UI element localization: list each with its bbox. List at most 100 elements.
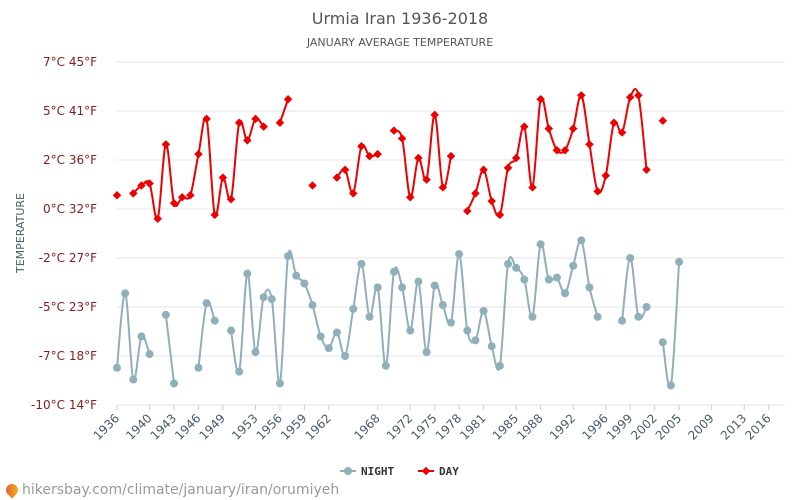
- night-data-point[interactable]: [365, 312, 374, 321]
- day-data-point[interactable]: [349, 189, 358, 198]
- day-data-point[interactable]: [234, 118, 244, 128]
- day-data-point[interactable]: [112, 191, 122, 200]
- night-data-point[interactable]: [349, 304, 358, 313]
- night-data-point[interactable]: [398, 283, 407, 292]
- day-data-point[interactable]: [389, 126, 399, 135]
- night-data-point[interactable]: [414, 277, 423, 286]
- day-data-point[interactable]: [153, 214, 162, 224]
- night-data-point[interactable]: [642, 303, 651, 311]
- legend-day[interactable]: DAY: [418, 465, 459, 478]
- night-data-point[interactable]: [528, 312, 537, 321]
- night-data-point[interactable]: [552, 273, 561, 282]
- day-data-point[interactable]: [169, 198, 179, 208]
- night-data-point[interactable]: [324, 344, 333, 353]
- night-data-point[interactable]: [626, 254, 635, 262]
- day-data-point[interactable]: [177, 192, 187, 202]
- day-data-point[interactable]: [161, 140, 171, 149]
- night-data-point[interactable]: [243, 269, 252, 278]
- day-data-point[interactable]: [202, 114, 211, 124]
- day-data-point[interactable]: [186, 191, 195, 200]
- night-data-point[interactable]: [308, 301, 317, 310]
- night-data-point[interactable]: [422, 348, 431, 357]
- day-data-point[interactable]: [414, 153, 423, 163]
- day-data-point[interactable]: [365, 151, 374, 161]
- night-data-point[interactable]: [618, 316, 627, 325]
- night-data-point[interactable]: [259, 293, 268, 302]
- night-data-point[interactable]: [389, 267, 398, 276]
- night-data-point[interactable]: [145, 350, 154, 359]
- day-data-point[interactable]: [129, 189, 138, 198]
- night-data-point[interactable]: [504, 259, 513, 268]
- night-data-point[interactable]: [455, 250, 464, 259]
- day-data-point[interactable]: [251, 114, 260, 124]
- night-data-point[interactable]: [471, 336, 480, 345]
- night-data-point[interactable]: [202, 299, 211, 308]
- night-data-point[interactable]: [593, 312, 602, 321]
- day-data-point[interactable]: [463, 206, 472, 216]
- night-data-point[interactable]: [267, 295, 276, 304]
- night-data-point[interactable]: [658, 338, 667, 347]
- night-data-point[interactable]: [300, 279, 309, 288]
- day-data-point[interactable]: [642, 165, 651, 175]
- night-data-point[interactable]: [275, 379, 284, 388]
- day-data-point[interactable]: [406, 192, 415, 202]
- day-data-point[interactable]: [243, 136, 252, 145]
- night-data-point[interactable]: [137, 332, 146, 341]
- day-data-point[interactable]: [137, 181, 146, 190]
- day-data-point[interactable]: [438, 183, 448, 192]
- footer-source-link[interactable]: hikersbay.com/climate/january/iran/orumi…: [3, 481, 339, 499]
- night-data-point[interactable]: [536, 240, 545, 249]
- night-data-point[interactable]: [675, 257, 684, 266]
- night-data-point[interactable]: [381, 361, 390, 370]
- night-data-point[interactable]: [373, 283, 382, 292]
- night-data-point[interactable]: [495, 361, 504, 370]
- night-data-point[interactable]: [210, 316, 219, 325]
- night-data-point[interactable]: [357, 259, 366, 268]
- day-data-point[interactable]: [397, 134, 407, 143]
- day-data-point[interactable]: [593, 187, 602, 196]
- night-data-point[interactable]: [161, 310, 170, 319]
- night-data-point[interactable]: [129, 375, 138, 384]
- day-data-point[interactable]: [658, 116, 668, 126]
- night-data-point[interactable]: [569, 261, 578, 270]
- night-data-point[interactable]: [316, 332, 325, 341]
- day-data-point[interactable]: [373, 149, 382, 159]
- night-data-point[interactable]: [438, 301, 447, 310]
- day-data-point[interactable]: [308, 181, 317, 190]
- day-data-point[interactable]: [495, 210, 505, 220]
- night-data-point[interactable]: [577, 236, 586, 245]
- day-data-point[interactable]: [275, 118, 285, 128]
- night-data-point[interactable]: [561, 289, 570, 298]
- night-data-point[interactable]: [235, 367, 244, 376]
- day-data-point[interactable]: [218, 173, 228, 182]
- day-data-point[interactable]: [283, 94, 293, 104]
- day-data-point[interactable]: [544, 124, 553, 133]
- night-data-point[interactable]: [430, 281, 439, 290]
- night-data-point[interactable]: [479, 306, 488, 315]
- day-data-point[interactable]: [625, 93, 635, 102]
- day-data-point[interactable]: [601, 171, 611, 180]
- day-data-point[interactable]: [471, 189, 480, 198]
- night-data-point[interactable]: [406, 326, 415, 335]
- day-data-point[interactable]: [357, 142, 366, 151]
- day-data-point[interactable]: [528, 183, 537, 192]
- day-data-point[interactable]: [446, 151, 456, 161]
- night-data-point[interactable]: [512, 263, 521, 272]
- day-data-point[interactable]: [259, 122, 268, 131]
- night-data-point[interactable]: [544, 275, 553, 284]
- night-data-point[interactable]: [585, 283, 594, 292]
- night-data-point[interactable]: [447, 318, 455, 327]
- day-data-point[interactable]: [422, 175, 431, 184]
- day-data-point[interactable]: [226, 194, 236, 204]
- day-data-point[interactable]: [487, 196, 496, 206]
- night-data-point[interactable]: [487, 342, 496, 351]
- night-data-point[interactable]: [227, 326, 236, 335]
- day-data-point[interactable]: [568, 124, 578, 133]
- day-data-point[interactable]: [145, 179, 154, 188]
- night-data-point[interactable]: [332, 328, 341, 337]
- day-data-point[interactable]: [479, 165, 488, 175]
- day-data-point[interactable]: [194, 149, 203, 159]
- night-data-point[interactable]: [292, 271, 301, 280]
- night-data-point[interactable]: [634, 312, 643, 321]
- day-data-point[interactable]: [332, 173, 342, 182]
